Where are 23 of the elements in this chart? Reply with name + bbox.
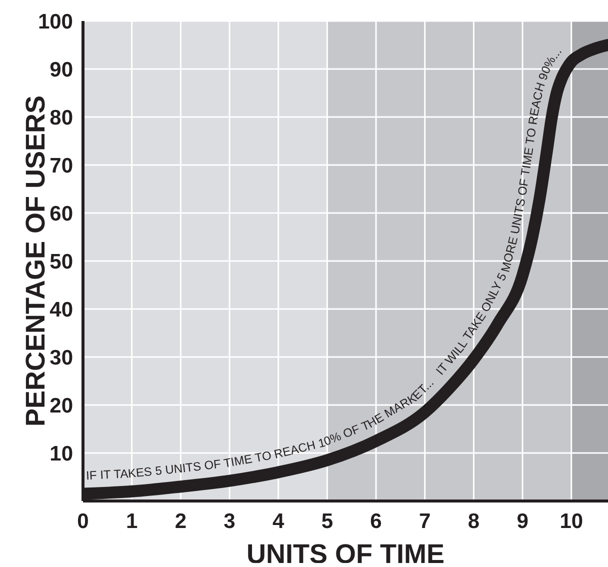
- y-tick-label: 40: [50, 298, 73, 322]
- x-tick-label: 10: [560, 510, 584, 533]
- y-tick-label: 100: [38, 10, 73, 34]
- x-tick-label: 2: [174, 510, 187, 533]
- y-tick-label: 60: [50, 202, 73, 226]
- x-tick-label: 8: [468, 510, 480, 533]
- y-tick-label: 80: [50, 106, 73, 130]
- y-tick-label: 10: [50, 442, 73, 466]
- x-tick-label: 9: [516, 510, 528, 533]
- y-tick-label: 90: [50, 58, 73, 82]
- x-tick-label: 3: [224, 510, 236, 533]
- y-axis-title: PERCENTAGE OF USERS: [20, 95, 51, 427]
- x-tick-label: 1: [126, 510, 138, 533]
- x-tick-label: 7: [419, 510, 431, 533]
- y-tick-label: 70: [50, 154, 73, 178]
- x-tick-label: 5: [321, 510, 334, 533]
- y-tick-label: 20: [50, 394, 73, 418]
- x-axis-title: UNITS OF TIME: [246, 539, 444, 567]
- x-tick-label: 6: [370, 510, 382, 533]
- y-tick-label: 50: [50, 250, 73, 274]
- y-tick-label: 30: [50, 346, 73, 370]
- x-tick-label: 4: [272, 510, 285, 533]
- x-tick-label: 0: [77, 510, 89, 533]
